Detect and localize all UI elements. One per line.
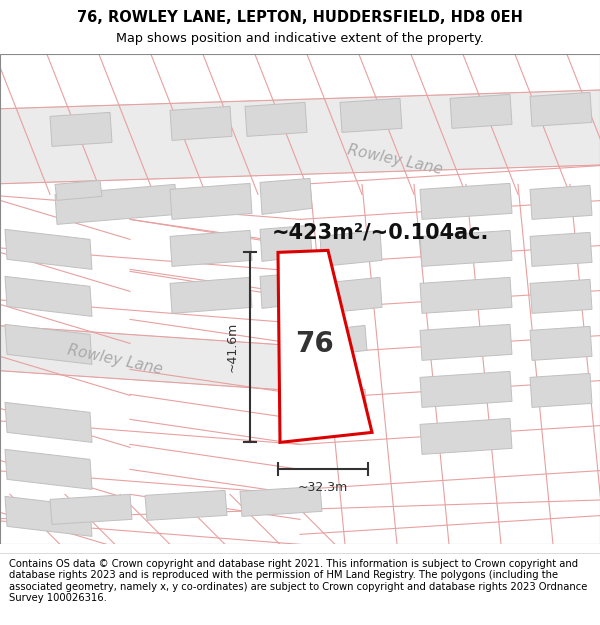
Polygon shape	[5, 276, 92, 316]
Polygon shape	[5, 449, 92, 489]
Polygon shape	[420, 278, 512, 313]
Polygon shape	[320, 278, 382, 313]
Polygon shape	[420, 231, 512, 266]
Text: Map shows position and indicative extent of the property.: Map shows position and indicative extent…	[116, 32, 484, 45]
Polygon shape	[420, 371, 512, 408]
Polygon shape	[55, 184, 177, 224]
Polygon shape	[50, 112, 112, 146]
Text: Contains OS data © Crown copyright and database right 2021. This information is : Contains OS data © Crown copyright and d…	[9, 559, 587, 603]
Polygon shape	[0, 89, 600, 184]
Polygon shape	[240, 486, 322, 516]
Text: ~41.6m: ~41.6m	[226, 322, 239, 372]
Polygon shape	[530, 92, 592, 126]
Text: 76: 76	[295, 331, 334, 358]
Polygon shape	[260, 272, 312, 308]
Polygon shape	[320, 389, 367, 419]
Polygon shape	[278, 251, 372, 442]
Text: ~423m²/~0.104ac.: ~423m²/~0.104ac.	[271, 222, 488, 243]
Polygon shape	[145, 491, 227, 521]
Polygon shape	[530, 326, 592, 361]
Polygon shape	[420, 183, 512, 219]
Polygon shape	[170, 106, 232, 141]
Polygon shape	[260, 226, 312, 261]
Polygon shape	[530, 186, 592, 219]
Polygon shape	[55, 181, 102, 201]
Polygon shape	[530, 279, 592, 313]
Polygon shape	[5, 229, 92, 269]
Polygon shape	[530, 232, 592, 266]
Polygon shape	[170, 183, 252, 219]
Polygon shape	[245, 102, 307, 136]
Polygon shape	[320, 231, 382, 266]
Polygon shape	[340, 98, 402, 132]
Polygon shape	[5, 402, 92, 442]
Polygon shape	[260, 178, 312, 214]
Polygon shape	[450, 94, 512, 128]
Polygon shape	[0, 324, 350, 394]
Polygon shape	[170, 278, 252, 313]
Polygon shape	[5, 496, 92, 536]
Polygon shape	[320, 326, 367, 356]
Polygon shape	[420, 418, 512, 454]
Polygon shape	[420, 324, 512, 361]
Text: Rowley Lane: Rowley Lane	[346, 142, 444, 177]
Text: Rowley Lane: Rowley Lane	[66, 342, 164, 377]
Polygon shape	[294, 272, 352, 402]
Polygon shape	[50, 494, 132, 524]
Polygon shape	[530, 373, 592, 408]
Text: ~32.3m: ~32.3m	[298, 481, 348, 494]
Polygon shape	[170, 231, 252, 266]
Polygon shape	[5, 324, 92, 364]
Text: 76, ROWLEY LANE, LEPTON, HUDDERSFIELD, HD8 0EH: 76, ROWLEY LANE, LEPTON, HUDDERSFIELD, H…	[77, 9, 523, 24]
